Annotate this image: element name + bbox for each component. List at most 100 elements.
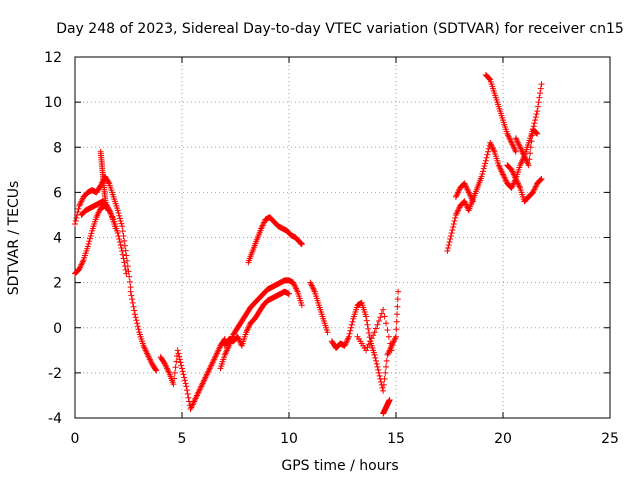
data-point [377,314,384,321]
data-point [126,278,133,285]
data-point [131,307,138,314]
data-point [528,138,535,145]
data-point [175,350,182,357]
data-point [171,369,178,376]
data-point [538,175,545,182]
y-tick-label: 4 [53,231,62,247]
data-point [349,318,356,325]
data-point [173,358,180,365]
data-point [529,132,536,139]
data-point [383,363,390,370]
x-axis-label: GPS time / hours [281,458,398,474]
data-point [179,368,186,375]
series-segment-12-15h [328,288,402,394]
data-point [486,75,493,82]
y-tick-label: -4 [48,411,62,427]
data-point [484,151,491,158]
data-point [381,313,388,320]
data-point [525,162,532,169]
data-point [179,365,185,372]
data-point [368,335,375,342]
data-point [134,320,141,327]
data-point [375,369,382,376]
data-point [532,114,539,121]
data-point [135,326,142,333]
data-point [170,381,177,388]
data-point [385,333,392,340]
data-point [483,154,490,161]
series-segment-decline [127,288,160,374]
data-point [324,329,331,336]
data-point [87,232,94,239]
data-point [117,217,124,224]
data-point [372,354,379,361]
data-point [531,120,538,127]
data-point [445,242,452,249]
x-tick-labels: 0 5 10 15 20 25 [71,431,619,447]
data-point [478,173,485,180]
data-point [365,325,372,332]
data-point [298,241,305,248]
data-point [119,223,126,230]
data-point [129,296,136,303]
data-point [127,288,134,295]
data-point [480,168,487,175]
data-point [183,387,190,394]
data-point [119,228,126,235]
series-segment-20-22h-mid [512,126,541,169]
data-point [126,273,133,280]
data-point [180,371,187,378]
data-point [115,210,122,217]
grid [75,57,610,418]
x-tick-label: 5 [178,431,187,447]
data-point [161,359,168,366]
data-point [133,317,140,324]
data-point [86,238,93,245]
data-point [538,81,545,88]
series-segment-12-15h-mid [354,306,395,354]
data-point [123,252,130,259]
data-point [123,270,130,277]
data-point [131,311,138,318]
series-segment-11-12h [307,279,331,336]
series-segment-17-20h [444,139,506,255]
data-point [394,303,401,310]
x-tick-label: 0 [71,431,80,447]
y-tick-label: 2 [53,276,62,292]
data-point [534,130,541,137]
data-point [370,332,377,339]
x-tick-label: 15 [387,431,405,447]
data-point [134,323,141,330]
data-point [534,108,541,115]
data-point [371,329,378,336]
data-point [383,320,390,327]
data-point [380,387,387,394]
data-point [394,311,401,318]
data-point [120,255,127,262]
data-point [365,341,372,348]
data-point [447,236,454,243]
data-point [172,364,179,371]
series-segment-20-22h [500,81,545,191]
data-point [537,176,544,183]
data-point [376,372,383,379]
data-point [182,380,189,387]
data-point [452,214,459,221]
data-point [534,103,541,110]
data-point [96,183,103,190]
data-point [479,170,486,177]
x-tick-label: 10 [280,431,298,447]
data-point [532,117,539,124]
data-point [482,157,489,164]
data-point [121,263,128,270]
data-point [375,317,382,324]
series-segment-20-22h-lower [504,162,545,205]
data-point [482,160,489,167]
series-segment-arc-8-11h [245,214,305,266]
data-point [171,375,178,382]
data-point [129,299,136,306]
data-point [527,144,534,151]
data-point [114,229,121,236]
chart-title: Day 248 of 2023, Sidereal Day-to-day VTE… [56,21,624,37]
data-point [119,251,126,258]
